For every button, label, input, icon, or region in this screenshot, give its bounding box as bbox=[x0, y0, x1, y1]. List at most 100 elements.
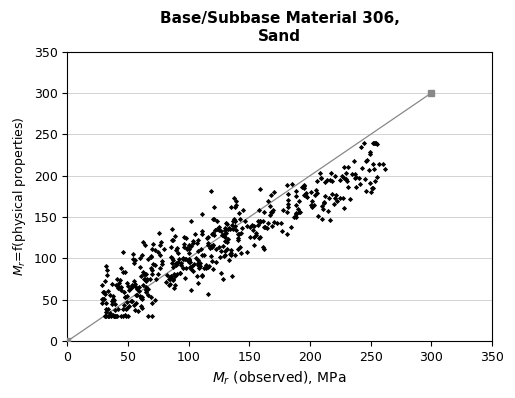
Point bbox=[174, 250, 182, 256]
Point bbox=[338, 173, 346, 179]
Point bbox=[185, 257, 193, 263]
Point bbox=[136, 303, 145, 309]
Point bbox=[111, 307, 119, 314]
Point bbox=[241, 218, 249, 224]
Point bbox=[211, 227, 219, 234]
Point bbox=[130, 259, 139, 266]
Point bbox=[202, 261, 211, 268]
Point bbox=[102, 306, 111, 312]
Point bbox=[104, 313, 112, 320]
Point bbox=[307, 198, 316, 204]
Point bbox=[327, 170, 335, 176]
Point bbox=[169, 275, 177, 282]
Point bbox=[351, 171, 359, 177]
Point bbox=[342, 170, 350, 176]
Point bbox=[371, 178, 379, 185]
Point bbox=[175, 256, 183, 262]
Point bbox=[339, 194, 347, 201]
Point bbox=[234, 237, 242, 243]
Point bbox=[226, 226, 234, 232]
Point bbox=[122, 306, 130, 312]
Point bbox=[314, 213, 322, 219]
Point bbox=[367, 189, 375, 195]
Point bbox=[233, 231, 242, 238]
Point bbox=[148, 313, 156, 320]
Point bbox=[267, 222, 276, 229]
Point bbox=[301, 190, 310, 197]
Point bbox=[227, 252, 235, 258]
Point bbox=[198, 271, 207, 278]
Point bbox=[379, 160, 387, 167]
Point bbox=[270, 219, 278, 225]
Point bbox=[300, 181, 308, 188]
Point bbox=[198, 273, 206, 279]
Point bbox=[255, 219, 264, 225]
Point bbox=[124, 313, 132, 320]
Point bbox=[250, 234, 258, 240]
Point bbox=[224, 226, 232, 233]
Point bbox=[139, 282, 147, 289]
Point bbox=[99, 296, 108, 302]
Point bbox=[179, 265, 187, 271]
Point bbox=[263, 225, 271, 231]
Point bbox=[319, 205, 327, 212]
Point bbox=[313, 190, 321, 196]
Point bbox=[208, 231, 216, 237]
Point bbox=[202, 265, 210, 271]
Point bbox=[343, 178, 351, 185]
Point bbox=[167, 244, 175, 250]
Point bbox=[217, 248, 225, 255]
Point bbox=[169, 236, 178, 243]
Point bbox=[326, 217, 334, 223]
Point bbox=[154, 271, 162, 277]
Point bbox=[151, 262, 159, 268]
Point bbox=[295, 209, 303, 215]
Point bbox=[344, 163, 352, 170]
Point bbox=[144, 256, 152, 262]
Point bbox=[131, 257, 139, 263]
Point bbox=[284, 201, 293, 207]
Point bbox=[256, 234, 264, 240]
Point bbox=[230, 215, 238, 222]
Point bbox=[147, 267, 156, 274]
Point bbox=[168, 260, 176, 267]
Point bbox=[273, 220, 281, 226]
Point bbox=[141, 276, 149, 283]
Point bbox=[165, 282, 174, 289]
Point bbox=[312, 187, 320, 193]
Point bbox=[189, 267, 197, 274]
Point bbox=[220, 231, 228, 238]
Point bbox=[200, 252, 209, 258]
Point bbox=[248, 222, 256, 228]
Point bbox=[260, 224, 268, 230]
Point bbox=[116, 276, 125, 283]
Point bbox=[183, 246, 192, 252]
Point bbox=[249, 223, 258, 230]
Point bbox=[229, 226, 237, 232]
Point bbox=[180, 244, 188, 250]
Point bbox=[170, 273, 179, 279]
Point bbox=[303, 194, 311, 201]
Point bbox=[131, 281, 139, 287]
Point bbox=[330, 201, 338, 207]
Point bbox=[328, 178, 336, 184]
Point bbox=[294, 206, 302, 212]
Point bbox=[293, 210, 301, 217]
Point bbox=[252, 230, 260, 236]
Point bbox=[140, 271, 148, 277]
Point bbox=[212, 259, 220, 265]
Point bbox=[259, 243, 267, 250]
Point bbox=[238, 207, 247, 214]
Point bbox=[165, 274, 174, 280]
Point bbox=[344, 184, 352, 191]
Point bbox=[176, 270, 184, 277]
Point bbox=[369, 139, 377, 146]
Point bbox=[194, 261, 202, 268]
Point bbox=[308, 204, 316, 210]
Point bbox=[104, 272, 112, 278]
Point bbox=[138, 252, 146, 258]
Point bbox=[171, 261, 180, 268]
Point bbox=[331, 195, 339, 201]
Point bbox=[132, 292, 140, 298]
Point bbox=[222, 221, 231, 227]
